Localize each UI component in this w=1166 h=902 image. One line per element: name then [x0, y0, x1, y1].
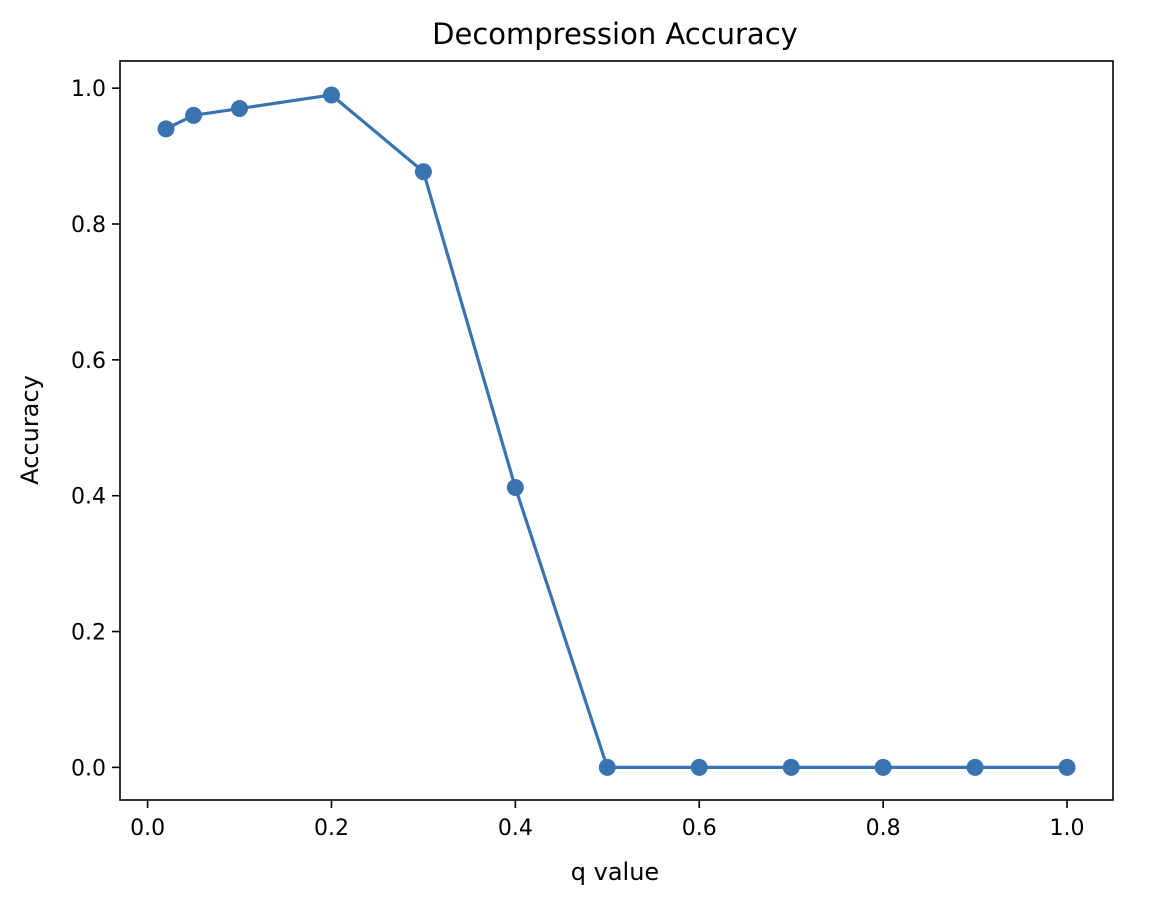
data-point	[598, 758, 616, 776]
x-tick-label: 0.8	[866, 816, 901, 841]
data-point	[690, 758, 708, 776]
data-point	[322, 86, 340, 104]
x-axis-label: q value	[571, 858, 659, 886]
data-point	[966, 758, 984, 776]
data-point	[874, 758, 892, 776]
x-axis: 0.0 0.2 0.4 0.6 0.8 1.0	[130, 800, 1085, 841]
data-point	[185, 106, 203, 124]
series-layer	[157, 86, 1076, 776]
y-axis: 0.0 0.2 0.4 0.6 0.8 1.0	[71, 77, 120, 781]
data-point	[1058, 758, 1076, 776]
y-axis-label: Accuracy	[16, 375, 44, 485]
y-tick-label: 0.0	[71, 756, 106, 781]
plot-area	[120, 61, 1113, 800]
data-point	[414, 163, 432, 181]
x-tick-label: 0.0	[130, 816, 165, 841]
x-tick-label: 1.0	[1050, 816, 1085, 841]
y-tick-label: 0.4	[71, 485, 106, 510]
chart-title: Decompression Accuracy	[432, 17, 798, 51]
y-tick-label: 1.0	[71, 77, 106, 102]
data-point	[157, 120, 175, 138]
x-tick-label: 0.4	[498, 816, 533, 841]
data-point	[782, 758, 800, 776]
x-tick-label: 0.6	[682, 816, 717, 841]
data-point	[506, 479, 524, 497]
plot-frame	[119, 60, 1114, 801]
y-tick-label: 0.2	[71, 621, 106, 646]
data-point	[231, 100, 249, 118]
y-tick-label: 0.8	[71, 213, 106, 238]
y-tick-label: 0.6	[71, 349, 106, 374]
x-tick-label: 0.2	[314, 816, 349, 841]
